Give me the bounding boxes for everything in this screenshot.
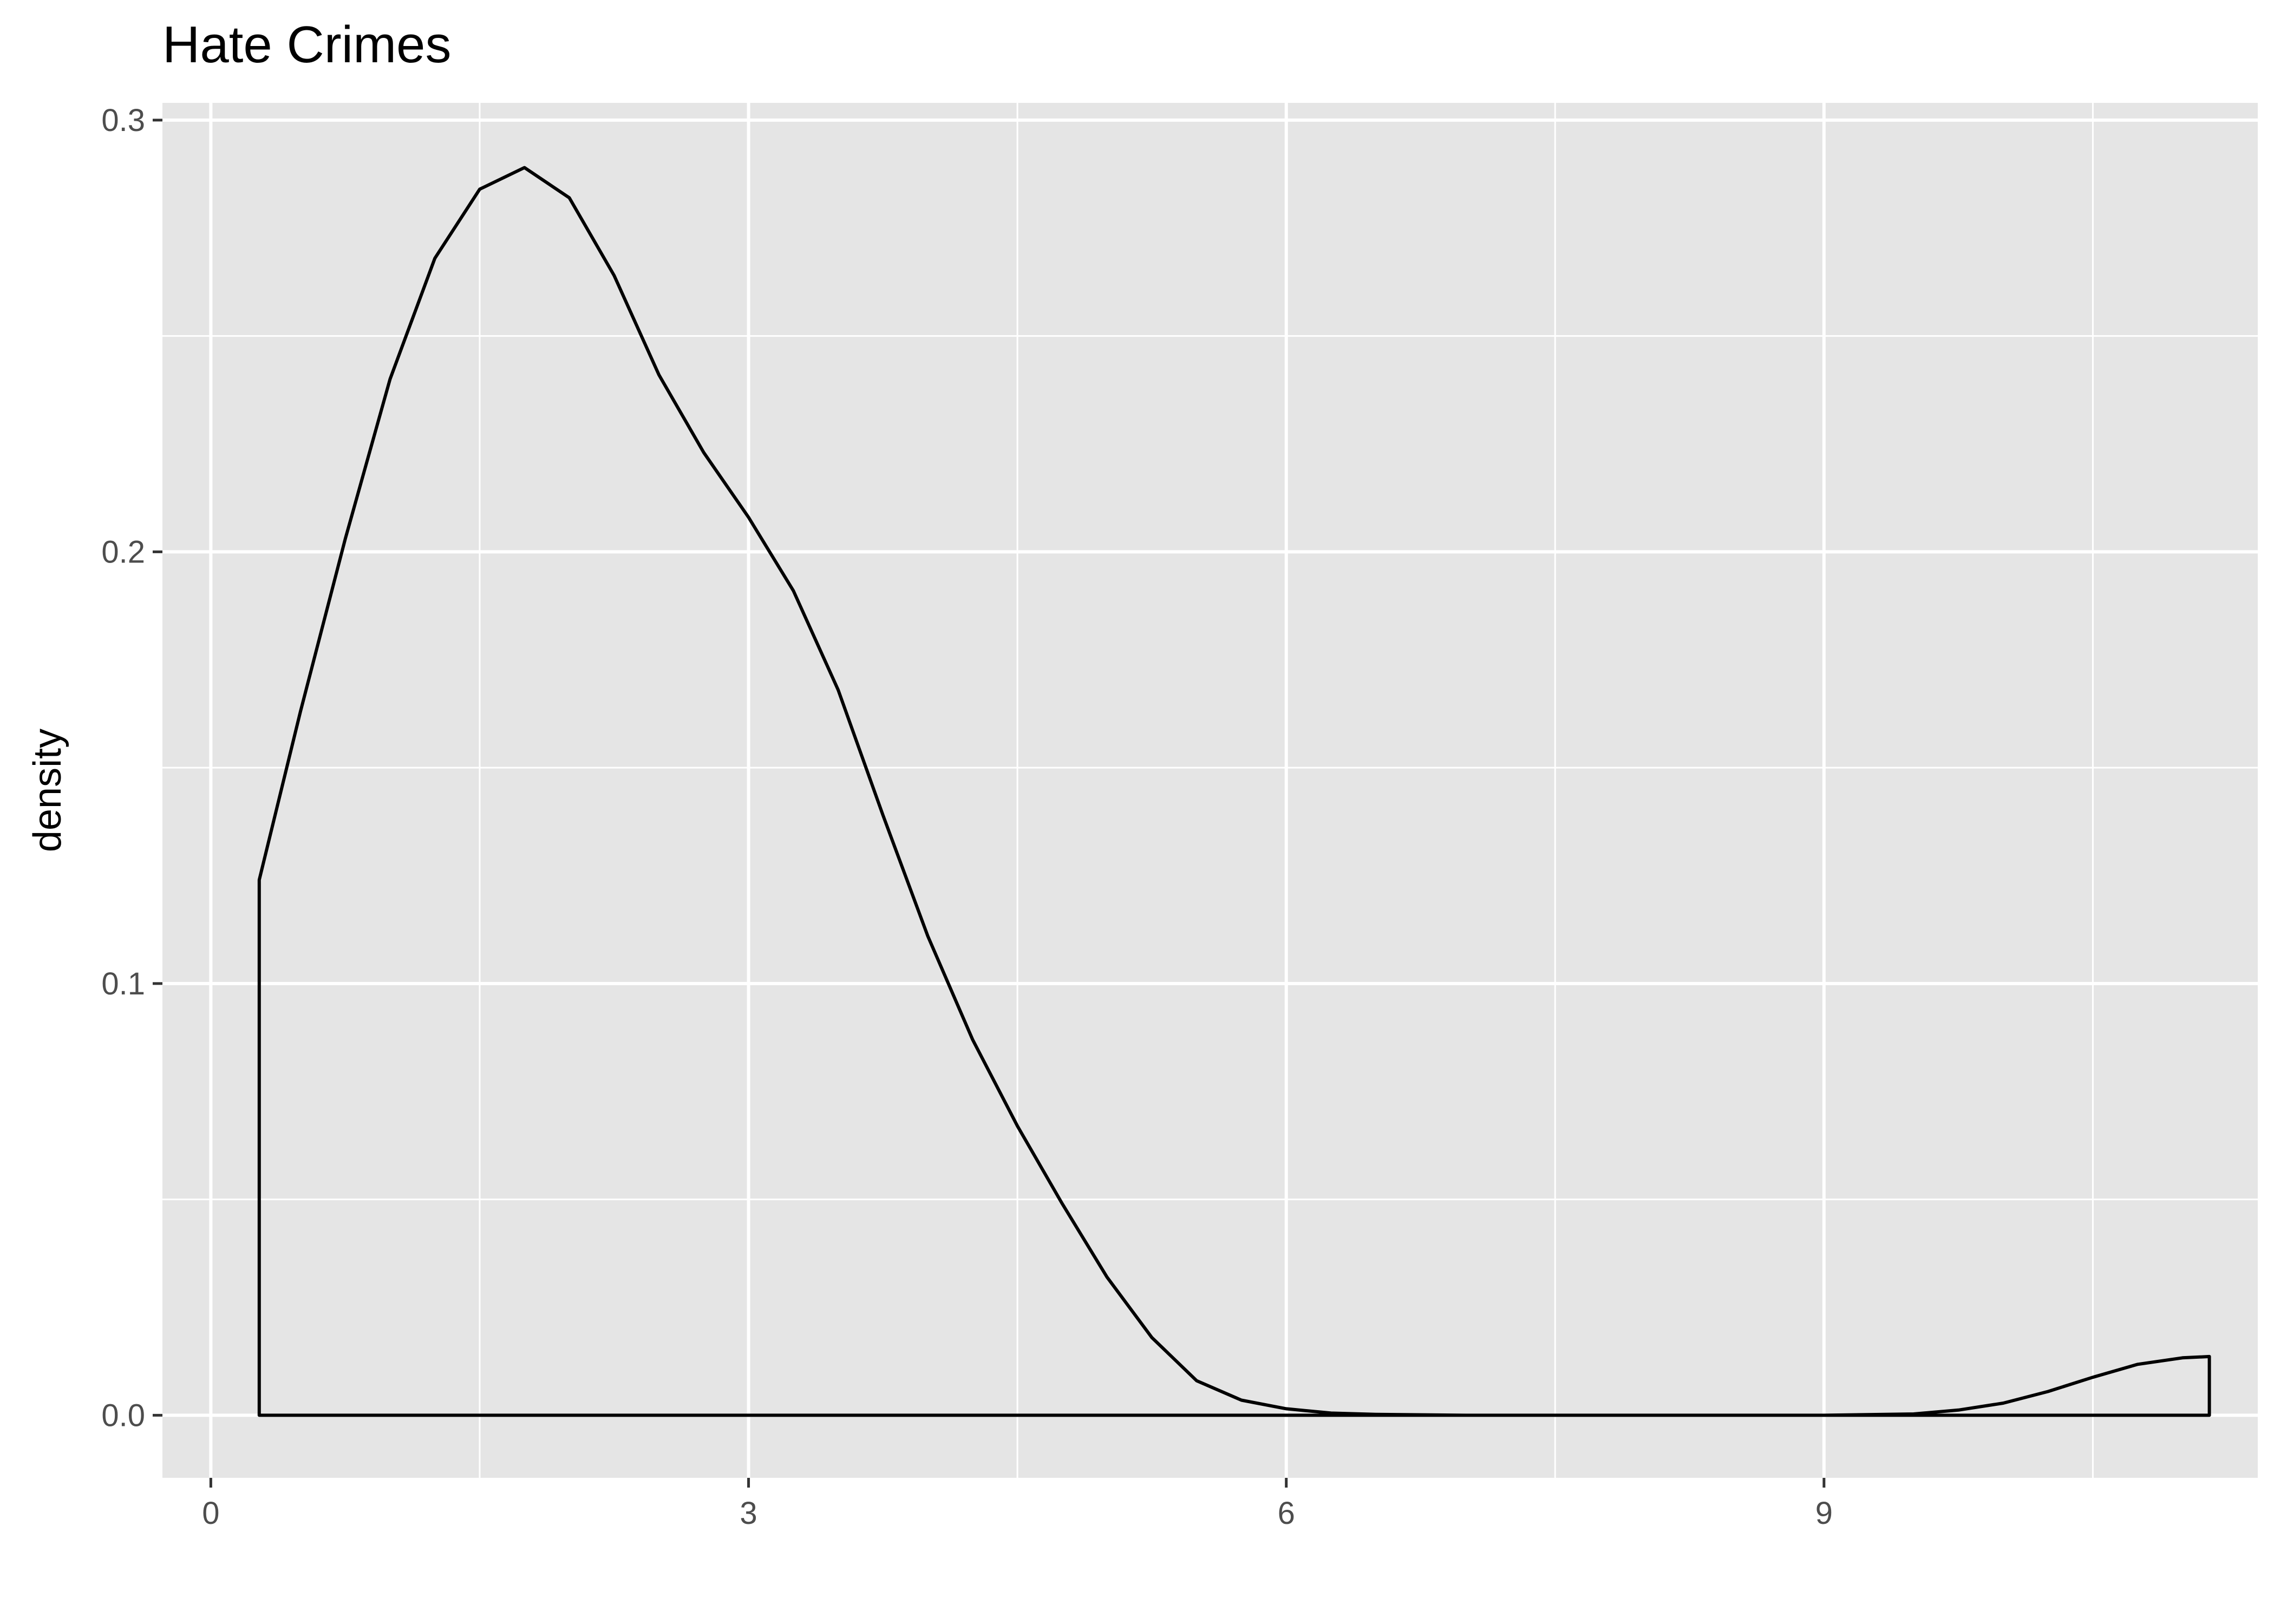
plot-panel (162, 103, 2258, 1478)
y-axis-label: density (26, 729, 69, 852)
x-tick-label: 9 (1815, 1496, 1833, 1531)
chart-title: Hate Crimes (162, 16, 451, 74)
y-tick-label: 0.3 (101, 103, 145, 138)
x-tick-label: 0 (202, 1496, 219, 1531)
y-tick-label: 0.2 (101, 534, 145, 569)
y-tick-label: 0.1 (101, 966, 145, 1001)
density-curve (257, 166, 2211, 1417)
x-axis: 0 3 6 9 (202, 1478, 1833, 1531)
grid-minor (162, 103, 2258, 1478)
y-tick-label: 0.0 (101, 1398, 145, 1433)
x-tick-label: 3 (740, 1496, 757, 1531)
y-axis: 0.0 0.1 0.2 0.3 (101, 103, 162, 1433)
x-tick-label: 6 (1278, 1496, 1295, 1531)
